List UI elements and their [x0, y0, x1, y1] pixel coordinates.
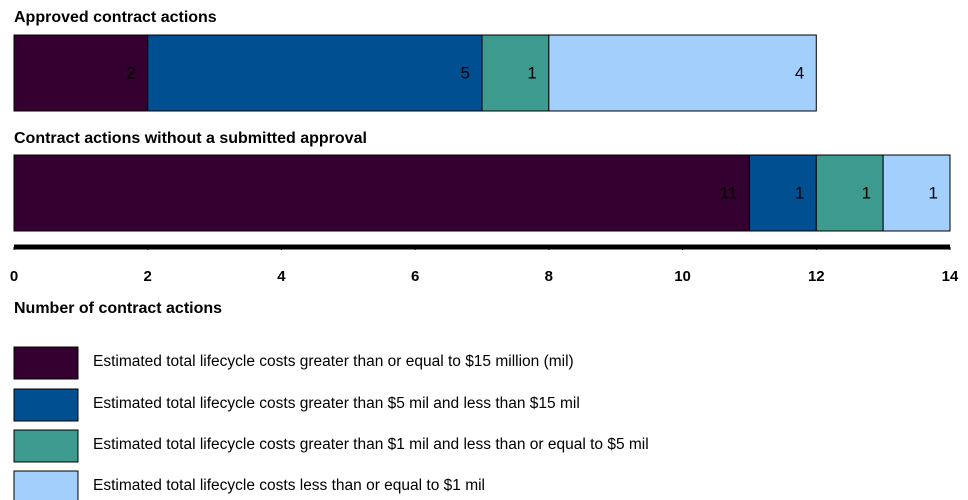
- x-tick-label: 14: [942, 268, 959, 285]
- bar-segment: [815, 154, 884, 232]
- bar-segment: [882, 154, 951, 232]
- bar-segment: [13, 34, 149, 112]
- x-axis-label: Number of contract actions: [14, 300, 222, 317]
- bar-segment: [481, 34, 550, 112]
- x-tick-label: 0: [10, 268, 18, 285]
- legend-swatch: [13, 346, 79, 380]
- legend-label: Estimated total lifecycle costs greater …: [93, 436, 649, 453]
- x-tick-label: 2: [144, 268, 152, 285]
- x-tick-label: 4: [277, 268, 286, 285]
- legend-swatch: [13, 388, 79, 422]
- data-label: 5: [461, 63, 470, 82]
- data-label: 11: [720, 183, 738, 202]
- bar-segment: [548, 34, 817, 112]
- bar-segment: [13, 154, 750, 232]
- bar-title: Approved contract actions: [14, 9, 217, 26]
- bar-segment: [147, 34, 483, 112]
- x-tick-label: 12: [808, 268, 825, 285]
- data-label: 1: [862, 183, 871, 202]
- legend-swatch: [13, 470, 79, 500]
- data-label: 1: [929, 183, 938, 202]
- legend-label: Estimated total lifecycle costs greater …: [93, 353, 574, 370]
- x-tick-label: 10: [674, 268, 691, 285]
- legend-label: Estimated total lifecycle costs greater …: [93, 395, 580, 412]
- legend-swatch: [13, 429, 79, 463]
- legend-label: Estimated total lifecycle costs less tha…: [93, 477, 485, 494]
- x-tick-label: 6: [411, 268, 419, 285]
- x-tick-label: 8: [545, 268, 553, 285]
- bar-title: Contract actions without a submitted app…: [14, 130, 367, 147]
- data-label: 1: [527, 63, 536, 82]
- data-label: 1: [795, 183, 804, 202]
- bar-segment: [748, 154, 817, 232]
- data-label: 2: [126, 63, 135, 82]
- data-label: 4: [795, 63, 804, 82]
